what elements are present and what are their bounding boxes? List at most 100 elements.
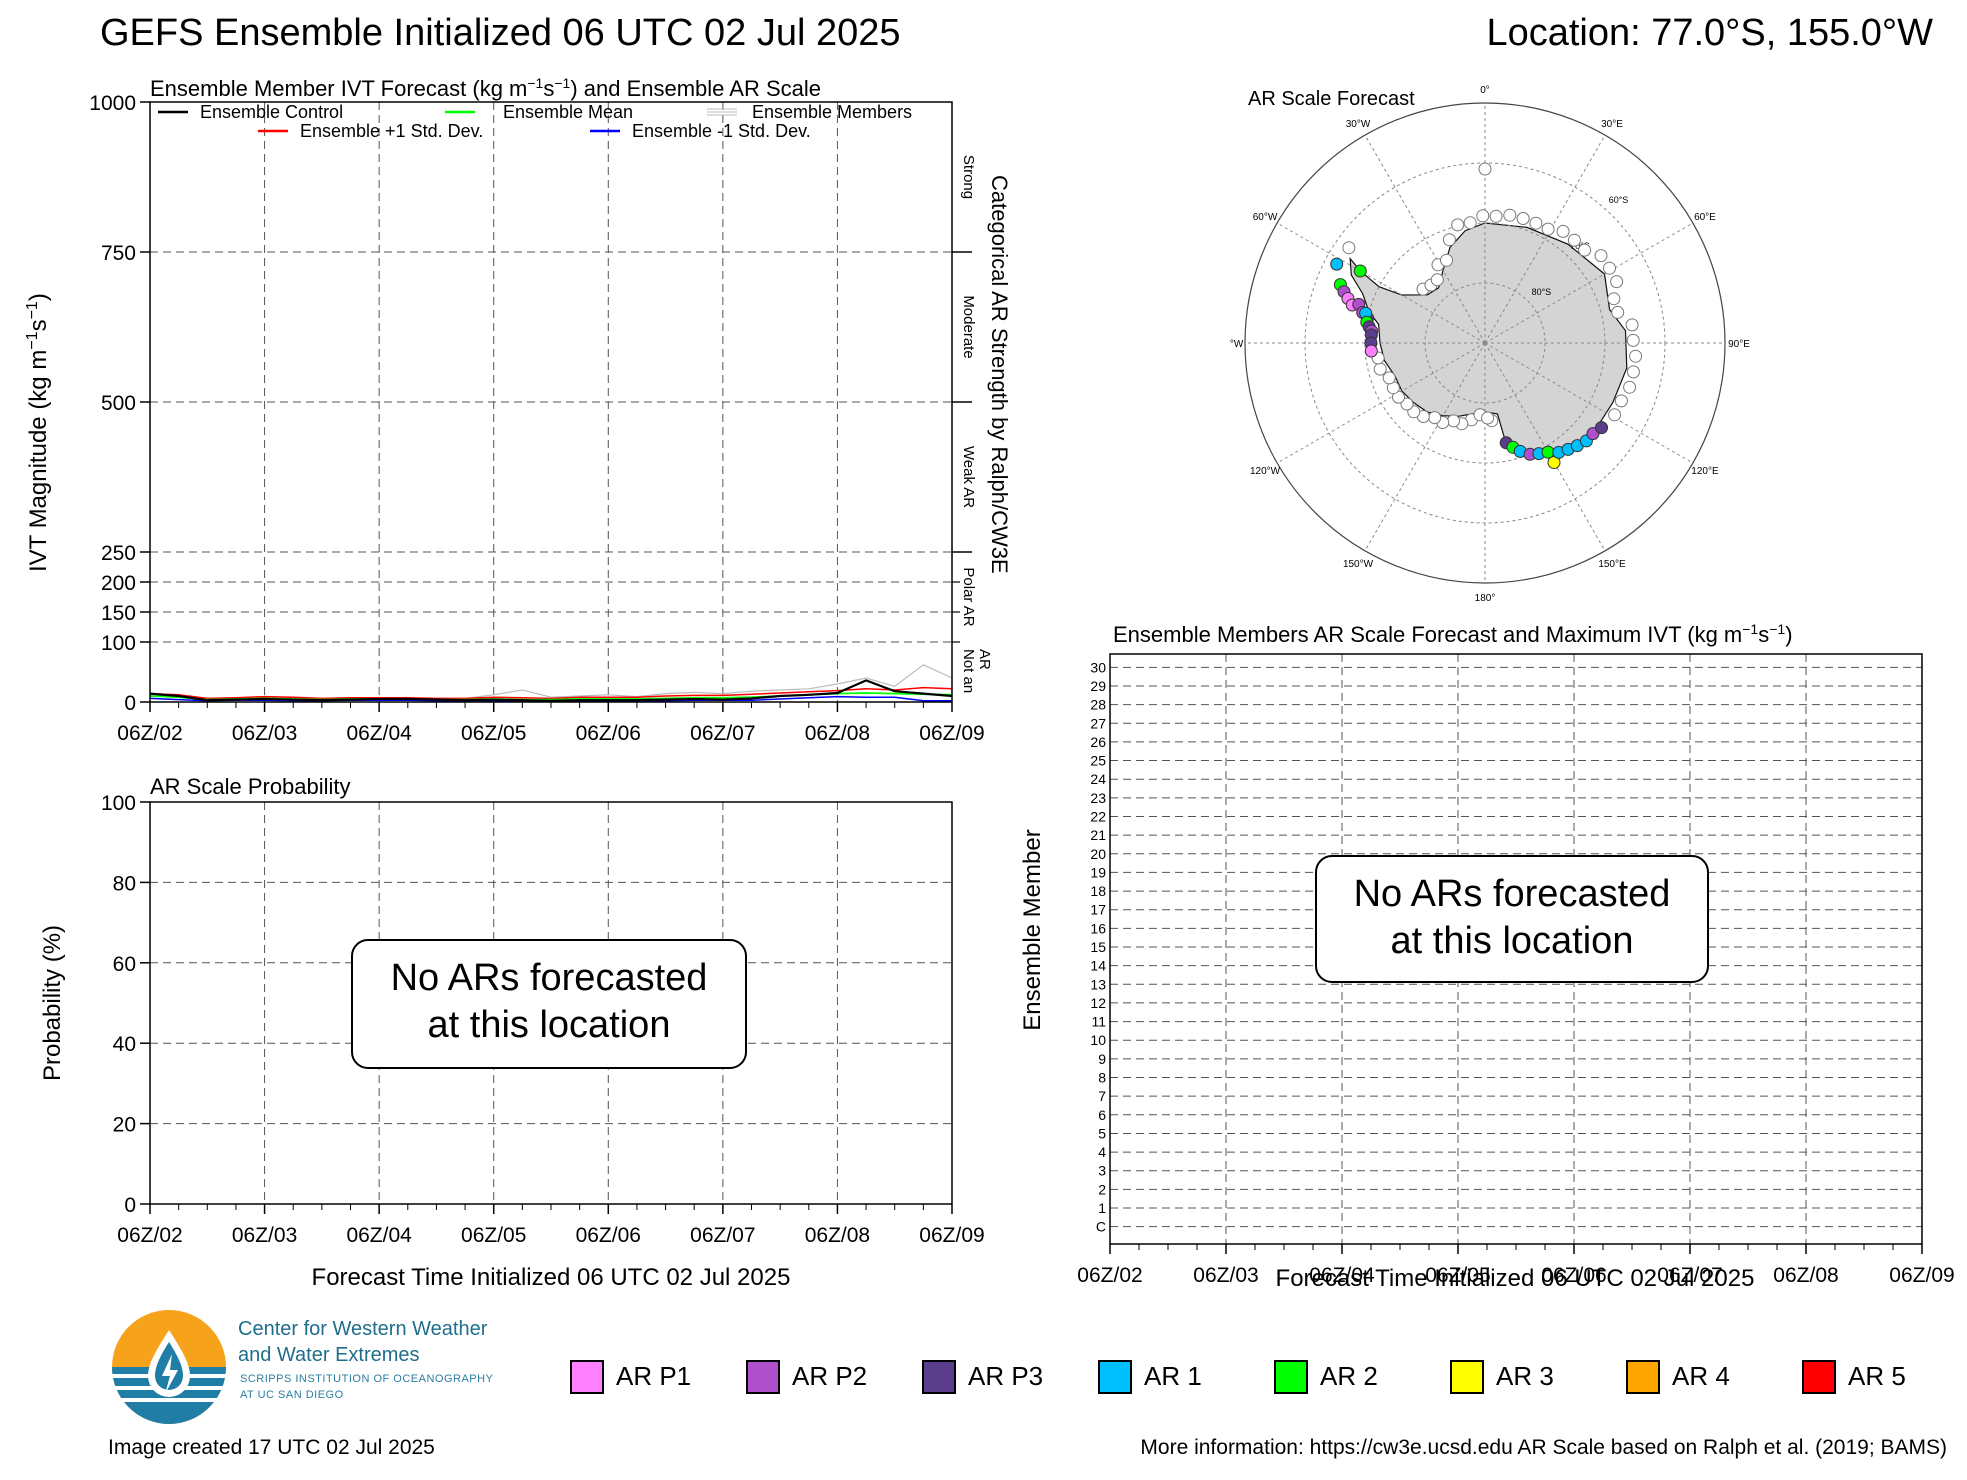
map-no-ar-marker [1607,292,1621,306]
prob-x-tick-label: 06Z/03 [232,1224,297,1247]
members-x-tick-label: 06Z/05 [1425,1264,1490,1287]
members-no-ar-line1: No ARs forecasted [1354,873,1671,915]
probability-chart: AR Scale Probability No ARs forecasted a… [39,774,985,1291]
members-x-tick-label: 06Z/03 [1193,1264,1258,1287]
prob-x-tick-label: 06Z/06 [576,1224,641,1247]
map-body: 0° 30°E 60°E 90°E 120°E 150°E 180° 150°W 120°W 90… [1230,85,1750,604]
members-y-tick-label: 15 [1090,939,1106,955]
legend-members-label: Ensemble Members [752,102,912,122]
members-x-tick-label: 06Z/09 [1889,1264,1954,1287]
members-y-tick-label: 5 [1098,1125,1106,1141]
ivt-x-tick-label: 06Z/07 [690,722,755,745]
map-no-ar-marker [1430,273,1444,287]
map-longitude-label: 180° [1475,593,1496,604]
legend-plus-label: Ensemble +1 Std. Dev. [300,121,483,141]
members-y-axis-label: Ensemble Member [1019,829,1046,1030]
image-created-label: Image created 17 UTC 02 Jul 2025 [108,1436,435,1459]
map-title: AR Scale Forecast [1248,88,1415,110]
members-x-tick-label: 06Z/07 [1657,1264,1722,1287]
ivt-category-label: Moderate [960,295,977,358]
map-meridian [1484,222,1694,344]
map-no-ar-marker [1567,233,1581,247]
ivt-category-label: Weak AR [960,446,977,508]
map-no-ar-marker [1529,216,1543,230]
map-latitude-label: 80°S [1532,287,1552,297]
ar-legend-label: AR 4 [1672,1361,1730,1391]
map-no-ar-marker [1626,365,1640,379]
map-meridian [1276,342,1486,464]
map-longitude-label: 150°E [1598,559,1626,570]
map-no-ar-marker [1594,249,1608,263]
members-no-ar-box [1315,855,1709,983]
map-longitude-label: 30°W [1346,119,1371,130]
members-chart-title: Ensemble Members AR Scale Forecast and M… [1113,621,1793,647]
map-no-ar-marker [1428,411,1442,425]
map-longitude-label: 150°W [1343,559,1374,570]
logo-line1: Center for Western Weather [238,1318,488,1340]
map-no-ar-marker [1611,305,1625,319]
ar-legend-swatch [1098,1360,1132,1394]
members-y-tick-label: 17 [1090,902,1106,918]
members-y-tick-label: 30 [1090,659,1106,675]
map-no-ar-marker [1476,209,1490,223]
map-no-ar-marker [1610,275,1624,289]
map-meridian [1364,134,1486,344]
map-no-ar-marker [1603,261,1616,275]
members-y-tick-label: 26 [1090,734,1106,750]
map-no-ar-marker [1626,333,1640,347]
members-x-tick-label: 06Z/04 [1309,1264,1375,1287]
prob-y-axis-label: Probability (%) [39,925,66,1081]
map-no-ar-marker [1481,411,1495,425]
prob-chart-title: AR Scale Probability [150,774,351,799]
members-y-tick-label: 11 [1091,1014,1106,1030]
members-y-tick-label: 19 [1090,864,1106,880]
page-title: GEFS Ensemble Initialized 06 UTC 02 Jul … [100,12,901,54]
ivt-category-label: AR [976,649,993,670]
members-y-tick-label: C [1096,1219,1106,1235]
members-y-tick-label: 27 [1090,715,1106,731]
ivt-y-tick-label: 750 [101,242,136,265]
ivt-x-tick-label: 06Z/02 [117,722,182,745]
prob-x-tick-label: 06Z/04 [346,1224,412,1247]
members-y-tick-label: 3 [1098,1163,1106,1179]
map-longitude-label: 60°E [1694,212,1716,223]
map-no-ar-marker [1623,380,1637,394]
ivt-x-tick-label: 06Z/06 [576,722,641,745]
ar-legend-label: AR P1 [616,1361,692,1391]
logo-line3: SCRIPPS INSTITUTION OF OCEANOGRAPHY [240,1373,494,1385]
members-y-tick-label: 1 [1098,1200,1106,1216]
map-ar-marker [1330,257,1344,271]
members-y-tick-label: 8 [1098,1070,1106,1086]
map-no-ar-marker [1440,253,1453,267]
map-no-ar-marker [1503,208,1517,222]
map-meridian [1484,134,1606,344]
legend-mean-label: Ensemble Mean [503,102,633,122]
ivt-plot-frame [149,101,953,703]
map-no-ar-marker [1463,216,1477,230]
members-y-tick-label: 13 [1090,976,1106,992]
ivt-y-tick-label: 1000 [89,92,136,115]
ar-scale-map: AR Scale Forecast 0° 30°E 60°E 90°E 120°E 150… [1230,85,1750,604]
map-longitude-label: 30°E [1601,119,1623,130]
members-y-tick-label: 12 [1090,995,1106,1011]
prob-plot-frame [149,801,953,1205]
ivt-y-tick-label: 150 [101,602,136,625]
prob-x-axis-label: Forecast Time Initialized 06 UTC 02 Jul … [312,1264,791,1291]
map-no-ar-marker [1442,233,1456,247]
prob-no-ar-box [351,939,747,1069]
map-no-ar-marker [1489,209,1503,223]
ivt-y-axis-label: IVT Magnitude (kg m−1s−1) [24,293,52,572]
members-x-tick-label: 06Z/02 [1077,1264,1142,1287]
ivt-chart: Ensemble Member IVT Forecast (kg m−1s−1)… [24,75,1010,745]
map-longitude-label: 120°W [1250,466,1281,477]
ar-legend-label: AR 1 [1144,1361,1202,1391]
ivt-legend: Ensemble Control Ensemble Mean Ensemble … [158,102,912,141]
members-y-tick-label: 23 [1090,790,1106,806]
ar-legend-label: AR P2 [792,1361,868,1391]
ivt-y-tick-label: 100 [101,632,136,655]
members-y-tick-label: 21 [1090,827,1106,843]
prob-y-tick-label: 20 [113,1114,136,1137]
ivt-x-tick-label: 06Z/03 [232,722,297,745]
ivt-category-label: Strong [960,155,977,199]
members-no-ar-line2: at this location [1391,920,1634,962]
